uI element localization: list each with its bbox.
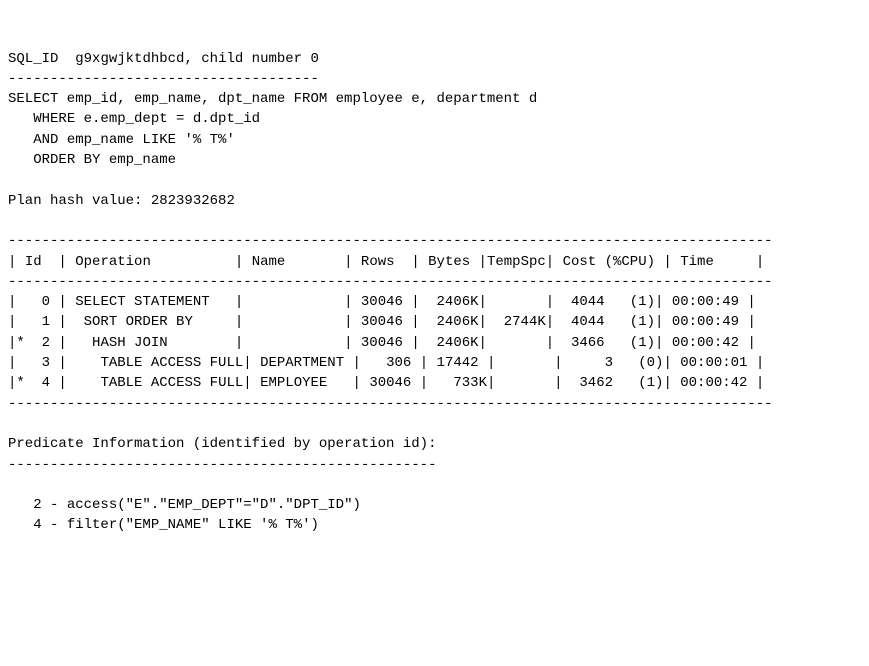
divider-long: ----------------------------------------… bbox=[8, 233, 773, 249]
sql-text-line2: WHERE e.emp_dept = d.dpt_id bbox=[33, 111, 260, 127]
table-row: | 3 | TABLE ACCESS FULL| DEPARTMENT | 30… bbox=[8, 355, 764, 371]
predicate-line: 2 - access("E"."EMP_DEPT"="D"."DPT_ID") bbox=[33, 497, 361, 513]
sql-text-line3: AND emp_name LIKE '% T%' bbox=[33, 132, 235, 148]
divider-medium: ----------------------------------------… bbox=[8, 457, 436, 473]
table-row: |* 2 | HASH JOIN | | 30046 | 2406K| | 34… bbox=[8, 335, 756, 351]
sql-id-line: SQL_ID g9xgwjktdhbcd, child number 0 bbox=[8, 51, 319, 67]
divider-short: ------------------------------------- bbox=[8, 71, 319, 87]
divider-long: ----------------------------------------… bbox=[8, 396, 773, 412]
plan-hash-line: Plan hash value: 2823932682 bbox=[8, 193, 235, 209]
divider-long: ----------------------------------------… bbox=[8, 274, 773, 290]
sql-text-line1: SELECT emp_id, emp_name, dpt_name FROM e… bbox=[8, 91, 537, 107]
table-row: |* 4 | TABLE ACCESS FULL| EMPLOYEE | 300… bbox=[8, 375, 764, 391]
predicate-line: 4 - filter("EMP_NAME" LIKE '% T%') bbox=[33, 517, 319, 533]
predicate-heading: Predicate Information (identified by ope… bbox=[8, 436, 436, 452]
plan-header-row: | Id | Operation | Name | Rows | Bytes |… bbox=[8, 254, 764, 270]
table-row: | 0 | SELECT STATEMENT | | 30046 | 2406K… bbox=[8, 294, 756, 310]
sql-plan-output: SQL_ID g9xgwjktdhbcd, child number 0 ---… bbox=[0, 41, 869, 544]
sql-text-line4: ORDER BY emp_name bbox=[33, 152, 176, 168]
table-row: | 1 | SORT ORDER BY | | 30046 | 2406K| 2… bbox=[8, 314, 756, 330]
